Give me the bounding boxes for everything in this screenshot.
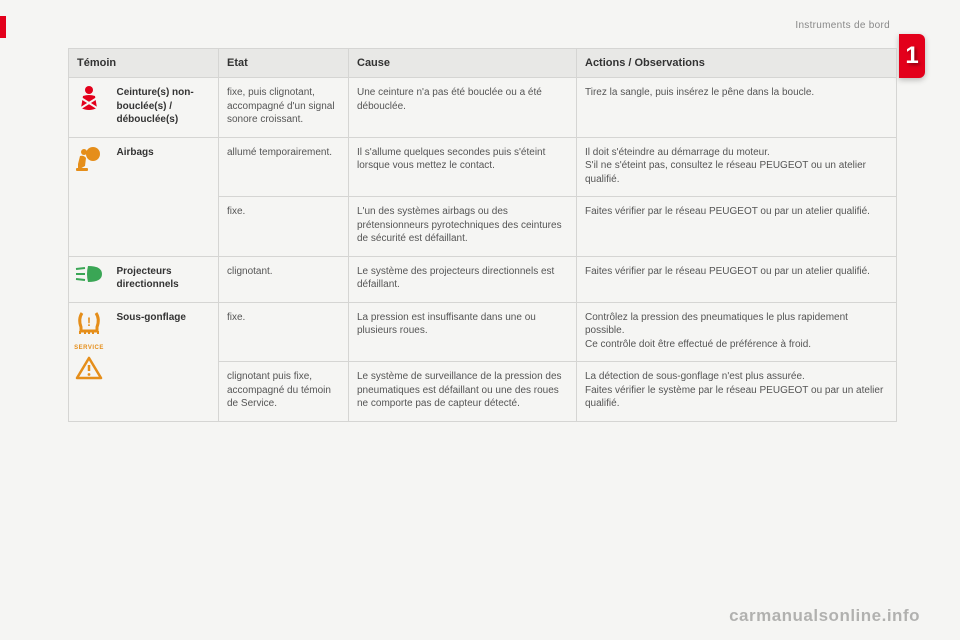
warning-lights-table: Témoin Etat Cause Actions / Observations <box>68 48 897 422</box>
row-etat: clignotant. <box>219 256 349 302</box>
row-name: Airbags <box>109 137 219 256</box>
headlamp-icon <box>69 256 109 302</box>
row-actions: Faites vérifier par le réseau PEUGEOT ou… <box>577 197 897 257</box>
row-cause: Il s'allume quelques secondes puis s'éte… <box>349 137 577 197</box>
tyre-pressure-icon: ! SERVICE <box>69 302 109 421</box>
col-header-cause: Cause <box>349 49 577 78</box>
row-actions: Il doit s'éteindre au démarrage du moteu… <box>577 137 897 197</box>
row-cause: Le système de surveillance de la pressio… <box>349 362 577 422</box>
row-cause: Le système des projecteurs directionnels… <box>349 256 577 302</box>
table-row: Ceinture(s) non-bouclée(s) / débouclée(s… <box>69 78 897 138</box>
table-row: ! SERVICE Sous-gonflage fixe. La pressi <box>69 302 897 362</box>
row-cause: Une ceinture n'a pas été bouclée ou a ét… <box>349 78 577 138</box>
row-cause: L'un des systèmes airbags ou des prétens… <box>349 197 577 257</box>
row-cause: La pression est insuffisante dans une ou… <box>349 302 577 362</box>
col-header-actions: Actions / Observations <box>577 49 897 78</box>
col-header-etat: Etat <box>219 49 349 78</box>
seatbelt-icon <box>69 78 109 138</box>
row-etat: fixe. <box>219 197 349 257</box>
col-header-temoin-spacer <box>109 49 219 78</box>
svg-text:!: ! <box>87 315 91 329</box>
warning-lights-table-container: Témoin Etat Cause Actions / Observations <box>68 48 896 422</box>
section-label: Instruments de bord <box>795 20 890 31</box>
table-row: Projecteurs directionnels clignotant. Le… <box>69 256 897 302</box>
warning-triangle-icon <box>74 355 104 381</box>
row-etat: fixe. <box>219 302 349 362</box>
row-name: Sous-gonflage <box>109 302 219 421</box>
side-accent <box>0 16 6 38</box>
row-actions: Contrôlez la pression des pneumatiques l… <box>577 302 897 362</box>
col-header-temoin: Témoin <box>69 49 109 78</box>
row-name: Projecteurs directionnels <box>109 256 219 302</box>
row-actions: Faites vérifier par le réseau PEUGEOT ou… <box>577 256 897 302</box>
row-etat: clignotant puis fixe, accompagné du témo… <box>219 362 349 422</box>
chapter-number: 1 <box>905 42 918 70</box>
table-row: Airbags allumé temporairement. Il s'allu… <box>69 137 897 197</box>
service-text-icon: SERVICE <box>74 341 104 351</box>
row-name: Ceinture(s) non-bouclée(s) / débouclée(s… <box>109 78 219 138</box>
row-actions: La détection de sous-gonflage n'est plus… <box>577 362 897 422</box>
watermark: carmanualsonline.info <box>729 606 920 626</box>
chapter-badge: 1 <box>899 34 925 78</box>
svg-text:SERVICE: SERVICE <box>74 345 104 351</box>
row-actions: Tirez la sangle, puis insérez le pêne da… <box>577 78 897 138</box>
airbag-icon <box>69 137 109 256</box>
row-etat: fixe, puis clignotant, accompagné d'un s… <box>219 78 349 138</box>
row-etat: allumé temporairement. <box>219 137 349 197</box>
